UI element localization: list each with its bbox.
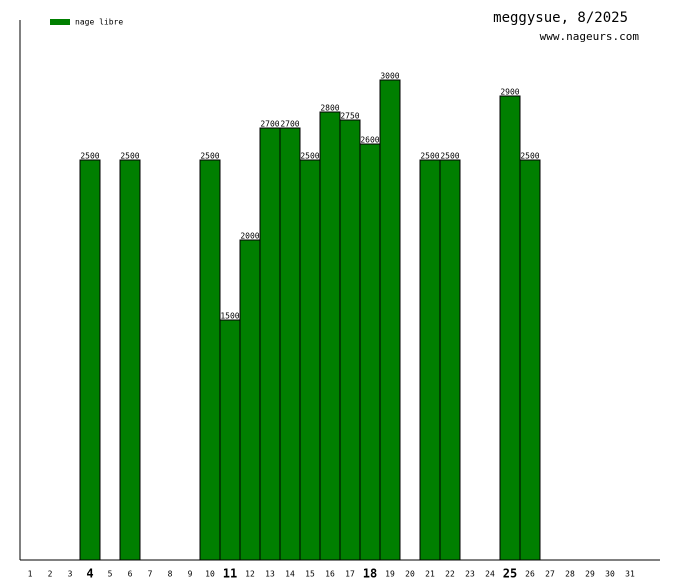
bar [319,111,341,561]
value-label: 2750 [340,112,359,121]
bar [499,95,521,561]
x-tick-label: 18 [363,567,377,580]
value-label: 2900 [500,88,519,97]
value-label: 3000 [380,72,399,81]
chart-title: meggysue, 8/2025 [493,10,628,26]
bar [419,159,441,561]
bar [519,159,541,561]
x-tick-label: 31 [625,570,635,579]
bar [439,159,461,561]
bar [259,127,281,561]
bar [279,127,301,561]
x-tick-label: 23 [465,570,475,579]
legend-swatch [50,19,70,25]
chart-subtitle: www.nageurs.com [540,30,640,43]
bar [239,239,261,561]
value-label: 2500 [520,152,539,161]
value-label: 2500 [440,152,459,161]
bar [219,319,241,561]
value-label: 2500 [300,152,319,161]
x-tick-label: 6 [128,570,133,579]
x-tick-label: 13 [265,570,275,579]
x-tick-label: 22 [445,570,455,579]
x-tick-label: 8 [168,570,173,579]
value-label: 2800 [320,104,339,113]
x-tick-label: 1 [28,570,33,579]
legend-label: nage libre [75,18,123,27]
x-tick-label: 2 [48,570,53,579]
x-tick-label: 24 [485,570,495,579]
bar [119,159,141,561]
x-tick-label: 16 [325,570,335,579]
bar [299,159,321,561]
x-tick-label: 11 [223,567,237,580]
x-tick-label: 5 [108,570,113,579]
x-tick-label: 9 [188,570,193,579]
value-label: 2500 [420,152,439,161]
value-label: 2500 [200,152,219,161]
bar [199,159,221,561]
value-label: 2700 [260,120,279,129]
x-tick-label: 7 [148,570,153,579]
value-label: 2500 [120,152,139,161]
x-tick-label: 30 [605,570,615,579]
x-tick-label: 19 [385,570,395,579]
bar [359,143,381,561]
x-tick-label: 20 [405,570,415,579]
bar [379,79,401,561]
value-label: 1500 [220,312,239,321]
x-tick-label: 15 [305,570,315,579]
x-tick-label: 10 [205,570,215,579]
x-tick-label: 27 [545,570,555,579]
x-tick-label: 3 [68,570,73,579]
bar [339,119,361,561]
value-label: 2700 [280,120,299,129]
x-tick-label: 14 [285,570,295,579]
value-label: 2600 [360,136,379,145]
value-label: 2500 [80,152,99,161]
x-tick-label: 29 [585,570,595,579]
x-tick-label: 12 [245,570,255,579]
x-tick-label: 21 [425,570,435,579]
value-label: 2000 [240,232,259,241]
bar [79,159,101,561]
x-tick-label: 26 [525,570,535,579]
x-tick-label: 17 [345,570,355,579]
x-tick-label: 4 [86,567,93,580]
x-tick-label: 25 [503,567,517,580]
x-tick-label: 28 [565,570,575,579]
